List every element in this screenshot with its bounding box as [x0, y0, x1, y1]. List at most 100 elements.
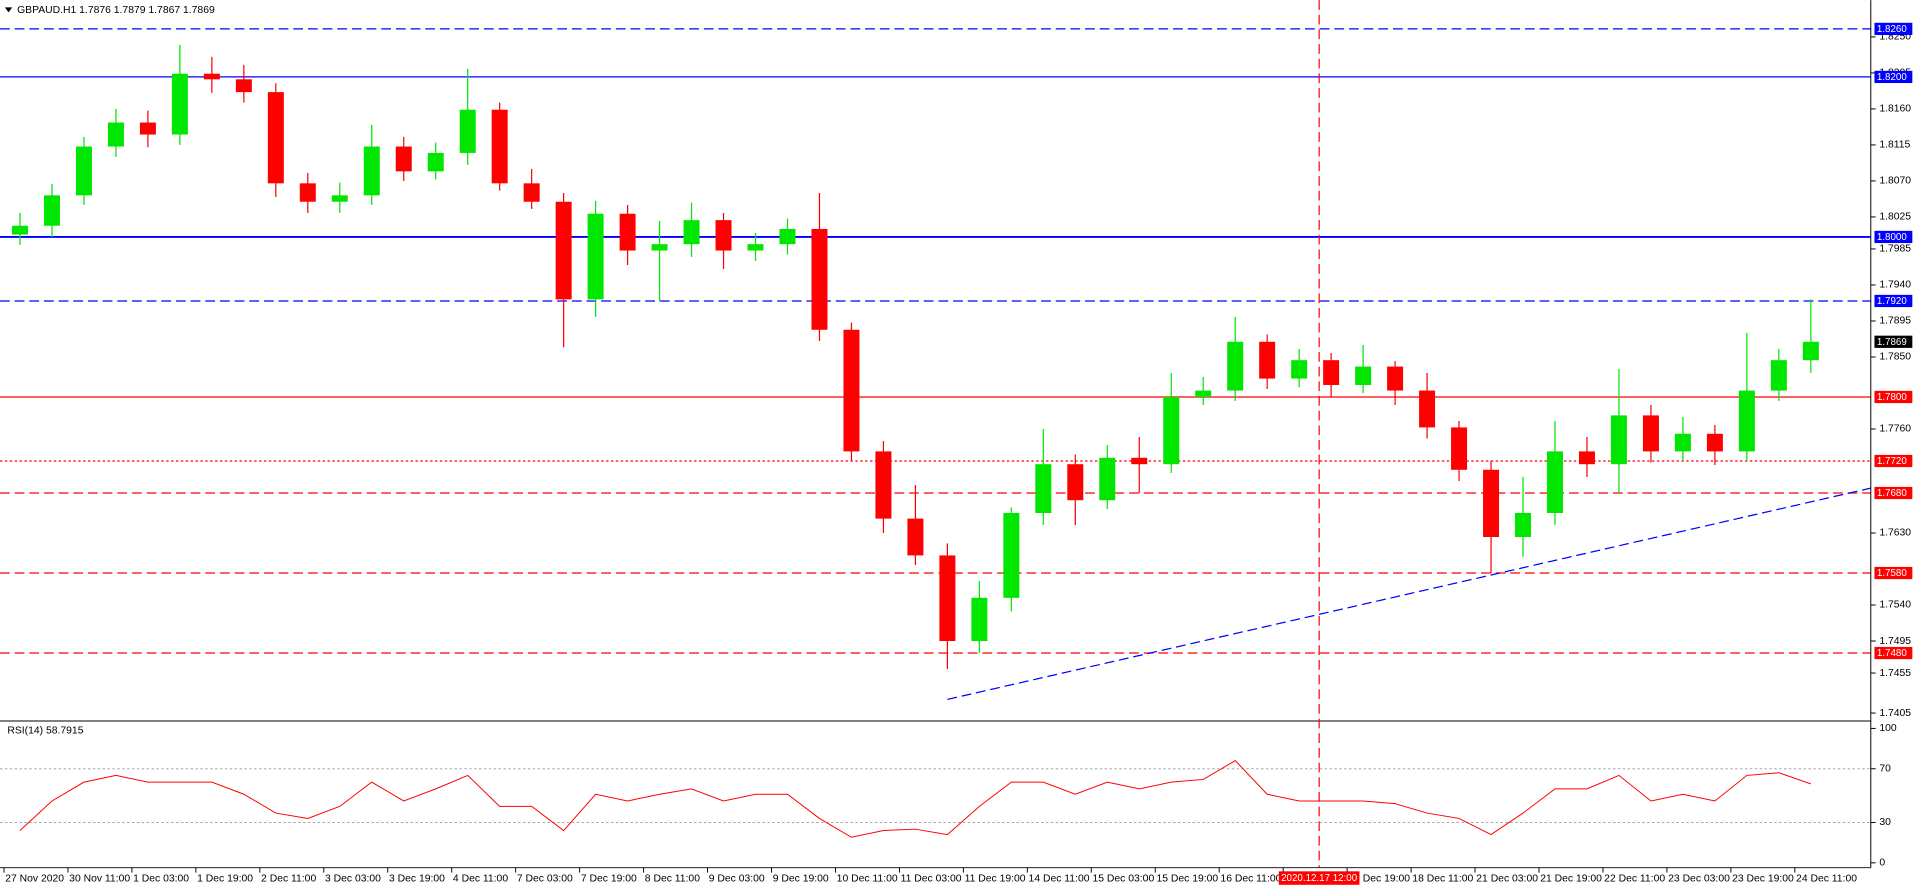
candle-body — [1706, 433, 1723, 452]
candle-body — [715, 220, 732, 251]
level-label-bg — [1874, 390, 1913, 404]
level-label-bg — [1874, 70, 1913, 84]
level-label-bg — [1874, 22, 1913, 36]
level-label-bg — [1874, 566, 1913, 580]
candle-body — [843, 329, 860, 452]
x-tick-label: 7 Dec 19:00 — [581, 873, 637, 884]
x-tick-label: 7 Dec 03:00 — [517, 873, 573, 884]
x-tick-label: 27 Nov 2020 — [5, 873, 64, 884]
candle-body — [1642, 415, 1659, 452]
candle-body — [1163, 396, 1180, 465]
rsi-panel — [0, 760, 1871, 838]
rsi-tick-label: 70 — [1879, 763, 1891, 774]
candle-body — [1323, 360, 1340, 385]
candle-body — [459, 109, 476, 153]
y-tick-label: 1.7630 — [1879, 528, 1911, 539]
x-tick-label: 10 Dec 11:00 — [837, 873, 898, 884]
x-tick-label: 1 Dec 03:00 — [133, 873, 189, 884]
last-price-bg — [1874, 335, 1913, 348]
x-tick-label: 30 Nov 11:00 — [69, 873, 130, 884]
candle-body — [1035, 464, 1052, 514]
candle-body — [299, 183, 316, 202]
y-tick-label: 1.8250 — [1879, 32, 1911, 43]
level-label: 1.7920 — [1877, 296, 1907, 307]
candle-body — [1578, 451, 1595, 465]
candle-body — [1546, 451, 1563, 514]
candle-body — [811, 228, 828, 330]
x-tick-label: 18 Dec 11:00 — [1412, 873, 1473, 884]
y-tick-label: 1.8160 — [1879, 104, 1911, 115]
x-tick-label: 21 Dec 19:00 — [1540, 873, 1602, 884]
candle-body — [171, 73, 188, 135]
candle-body — [1387, 366, 1404, 391]
candle-body — [1515, 513, 1532, 538]
crosshair-label-bg — [1278, 871, 1360, 885]
candle-body — [139, 122, 156, 135]
candle-body — [683, 220, 700, 245]
title-arrow — [4, 7, 13, 13]
y-tick-label: 1.8070 — [1879, 176, 1911, 187]
rsi-line — [19, 760, 1811, 838]
x-tick-label: 11 Dec 19:00 — [965, 873, 1026, 884]
candle-body — [619, 213, 636, 251]
x-tick-label: 9 Dec 03:00 — [709, 873, 765, 884]
candle-body — [1291, 360, 1308, 379]
candle-body — [491, 109, 508, 184]
x-tick-label: 14 Dec 11:00 — [1029, 873, 1090, 884]
x-tick-label: 4 Dec 11:00 — [453, 873, 508, 884]
candle-body — [1003, 513, 1020, 598]
level-label: 1.7680 — [1877, 488, 1907, 499]
candle-body — [587, 213, 604, 300]
candle-body — [747, 244, 764, 251]
candle-body — [1483, 469, 1500, 538]
candle-body — [651, 244, 668, 251]
candle-body — [1259, 341, 1276, 379]
y-tick-label: 1.7895 — [1879, 316, 1911, 327]
x-tick-label: 23 Dec 03:00 — [1668, 873, 1730, 884]
x-tick-label: 2 Dec 11:00 — [261, 873, 316, 884]
candle-body — [267, 92, 284, 184]
candle-body — [427, 152, 444, 172]
axis-labels: 1.82501.82051.81601.81151.80701.80251.79… — [5, 32, 1911, 885]
y-tick-label: 1.7940 — [1879, 280, 1911, 291]
crosshair-label: 2020.12.17 12:00 — [1281, 873, 1358, 884]
level-label: 1.7580 — [1877, 568, 1907, 579]
x-tick-label: 21 Dec 03:00 — [1476, 873, 1538, 884]
candle-body — [395, 146, 412, 172]
candle-body — [43, 195, 60, 226]
candle-body — [1610, 415, 1627, 465]
level-label: 1.8260 — [1877, 24, 1907, 35]
last-price-label: 1.7869 — [1877, 337, 1907, 348]
candle-body — [1067, 464, 1084, 501]
level-label: 1.8200 — [1877, 72, 1907, 83]
candle-body — [203, 73, 220, 80]
candle-body — [1770, 360, 1787, 391]
y-tick-label: 1.7540 — [1879, 600, 1911, 611]
y-tick-label: 1.7760 — [1879, 424, 1911, 435]
rsi-tick-label: 100 — [1879, 723, 1897, 734]
candle-body — [1195, 390, 1212, 397]
candle-body — [939, 555, 956, 642]
candle-body — [11, 225, 28, 235]
level-label-bg — [1874, 486, 1913, 500]
candle-body — [363, 146, 380, 196]
x-tick-label: 24 Dec 11:00 — [1796, 873, 1857, 884]
candle-body — [1355, 366, 1372, 385]
candle-body — [331, 195, 348, 202]
level-label: 1.8000 — [1877, 232, 1907, 243]
candle-body — [235, 79, 252, 93]
candle-body — [779, 228, 796, 245]
candle-body — [75, 146, 92, 196]
candle-body — [971, 597, 988, 642]
indicator-title: RSI(14) 58.7915 — [7, 726, 83, 737]
price-panel — [0, 28, 1871, 701]
candle-body — [1674, 433, 1691, 452]
candle-body — [1802, 341, 1819, 361]
y-tick-label: 1.8025 — [1879, 212, 1911, 223]
candle-body — [1419, 390, 1436, 428]
rsi-tick-label: 30 — [1879, 817, 1891, 828]
candle-body — [1227, 341, 1244, 391]
x-tick-label: 3 Dec 19:00 — [389, 873, 445, 884]
